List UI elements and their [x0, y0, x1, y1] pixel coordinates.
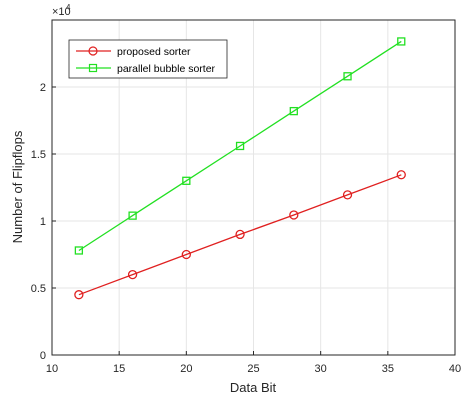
data-point-0 — [235, 229, 245, 240]
data-point-1 — [397, 37, 406, 46]
y-axis-ticks: 0 0.5 1 1.5 2 — [31, 82, 56, 362]
y-tick-label: 2 — [40, 82, 46, 94]
data-point-1 — [235, 141, 245, 151]
data-point-0 — [396, 170, 406, 180]
x-axis-label: Data Bit — [230, 380, 277, 395]
data-point-0 — [342, 190, 353, 200]
legend-marker-square — [88, 63, 98, 73]
data-point-1 — [182, 176, 191, 185]
series-line-1 — [78, 40, 402, 252]
x-tick-label: 30 — [315, 363, 327, 375]
x-tick-label: 25 — [247, 363, 259, 375]
legend-marker-circle — [88, 46, 98, 56]
x-tick-label: 35 — [382, 363, 394, 375]
y-tick-label: 1.5 — [31, 149, 46, 161]
y-tick-label: 0 — [40, 350, 46, 362]
data-point-0 — [74, 290, 84, 300]
data-point-1 — [128, 211, 137, 220]
y-exponent-power: 4 — [66, 3, 71, 12]
data-point-0 — [289, 210, 299, 220]
legend-label-proposed: proposed sorter — [117, 46, 191, 58]
data-point-0 — [181, 249, 191, 260]
x-tick-label: 40 — [449, 363, 461, 375]
legend: proposed sorter parallel bubble sorter — [68, 39, 228, 79]
x-tick-label: 15 — [113, 363, 125, 375]
y-axis-label: Number of Flipflops — [10, 130, 25, 243]
series-line-0 — [78, 174, 402, 296]
legend-box — [68, 39, 228, 79]
data-point-0 — [127, 269, 138, 280]
x-axis-ticks: 10 15 20 25 30 35 40 — [46, 351, 461, 375]
y-exponent-label: ×10 — [52, 6, 71, 18]
x-tick-label: 10 — [46, 363, 58, 375]
data-point-1 — [343, 72, 352, 81]
x-tick-label: 20 — [180, 363, 192, 375]
y-tick-label: 0.5 — [31, 283, 46, 295]
data-point-1 — [289, 106, 298, 116]
series-group — [74, 37, 406, 300]
y-tick-label: 1 — [40, 216, 46, 228]
data-point-1 — [74, 246, 84, 255]
legend-label-bubble: parallel bubble sorter — [117, 63, 216, 75]
